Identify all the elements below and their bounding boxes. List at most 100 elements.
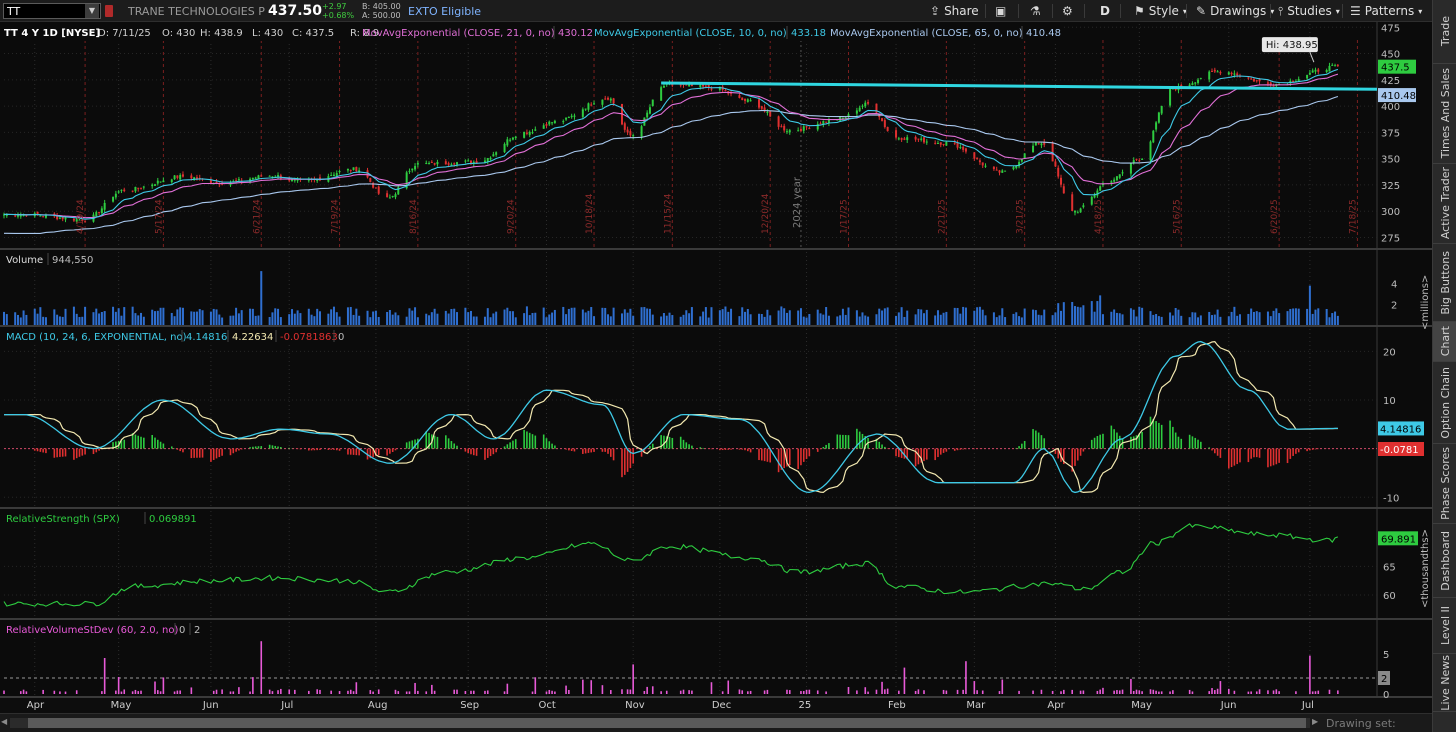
candle (181, 174, 184, 177)
volume-axis-label: 2 (1391, 300, 1397, 311)
macd-axis-label: 10 (1383, 396, 1396, 407)
chart-area[interactable]: Hi: 438.95 437.5 410.48 4.14816 -0.0781 69.… (0, 22, 1432, 713)
macd-histogram-bar (201, 448, 204, 458)
settings-button[interactable]: ⚙ (1062, 3, 1073, 19)
time-axis-label: Apr (1047, 700, 1065, 711)
candle (1317, 69, 1320, 72)
screenshot-button[interactable]: ▣ (995, 3, 1006, 19)
scroll-left-icon[interactable]: ◀ (1, 717, 8, 726)
drawings-button[interactable]: ✎ Drawings ▾ (1196, 3, 1274, 19)
macd-histogram-bar (621, 448, 623, 478)
volume-bar (1213, 314, 1216, 325)
candle (844, 117, 847, 119)
rvsd-bar (249, 691, 251, 694)
volume-bar (1174, 307, 1177, 325)
style-button[interactable]: ⚑ Style ▾ (1134, 3, 1187, 19)
volume-bar (352, 314, 355, 325)
rvsd-bar (1255, 691, 1258, 694)
macd-header (0, 327, 352, 345)
time-scrollbar[interactable]: ◀ ▶ Drawing set: Default (0, 713, 1432, 732)
rvsd-bar (886, 688, 889, 694)
side-tab-live-news[interactable]: Live News (1433, 654, 1456, 712)
hi-pointer (1309, 51, 1315, 63)
macd-histogram-bar (450, 441, 453, 449)
side-tab-trade[interactable]: Trade (1433, 0, 1456, 64)
symbol-dropdown-icon[interactable]: ▼ (85, 4, 99, 18)
chart-grid (0, 22, 1432, 698)
relative-strength-panel[interactable]: 69.891 (3, 523, 1418, 607)
symbol-input[interactable] (3, 3, 101, 19)
volume-bar (218, 314, 221, 325)
volume-bar (609, 316, 612, 325)
macd-histogram-bar (414, 439, 416, 449)
side-tab-active-trader[interactable]: Active Trader (1433, 164, 1456, 244)
rvsd-bar (1158, 691, 1160, 694)
relative-volume-panel[interactable]: 2 (3, 641, 1390, 694)
scroll-right-icon[interactable]: ▶ (1312, 717, 1319, 726)
candle (179, 174, 182, 180)
candle (914, 136, 917, 140)
macd-histogram-bar (123, 439, 126, 449)
candle (173, 175, 176, 180)
volume-bar (1135, 316, 1138, 325)
time-axis-label: Dec (712, 700, 731, 711)
volume-bar (1336, 315, 1339, 325)
side-tab-times-and-sales[interactable]: Times And Sales (1433, 64, 1456, 164)
macd-histogram-bar (198, 448, 201, 458)
symbol-link-icon[interactable] (105, 5, 113, 17)
volume-panel[interactable] (3, 271, 1339, 325)
ohlc-value: D: 7/11/25 (98, 28, 151, 39)
studies-button[interactable]: ⫯ Studies ▾ (1278, 3, 1340, 19)
studies-label: Studies (1287, 4, 1332, 18)
aggregation-button[interactable]: D (1100, 3, 1110, 19)
price-panel[interactable]: Hi: 438.95 437.5 410.48 (3, 37, 1416, 234)
macd-histogram-bar (316, 448, 318, 451)
macd-histogram-bar (95, 448, 98, 453)
volume-bar (173, 316, 176, 325)
macd-histogram-bar (333, 448, 335, 450)
candle (920, 138, 923, 140)
macd-panel[interactable]: 4.14816 -0.0781 (4, 340, 1424, 494)
side-tab-level-ii[interactable]: Level II (1433, 598, 1456, 654)
rvsd-bar (629, 689, 632, 694)
macd-histogram-bar (509, 442, 511, 449)
rvsd-bar (1160, 691, 1163, 694)
macd-histogram-bar (685, 442, 688, 449)
rvsd-bar (372, 691, 374, 694)
flask-button[interactable]: ⚗ (1030, 3, 1041, 19)
exto-eligible-link[interactable]: EXTO Eligible (408, 5, 482, 18)
macd-histogram-bar (786, 448, 788, 467)
candle (1152, 130, 1155, 143)
candle (581, 109, 584, 117)
volume-bar (120, 315, 123, 325)
candle (612, 98, 615, 104)
rvsd-bar (277, 690, 279, 694)
price-change: +2.97 +0.68% (322, 2, 354, 20)
rvsd-bar (1278, 691, 1280, 694)
macd-histogram-bar (349, 448, 352, 455)
volume-bar (1060, 310, 1063, 325)
volume-bar (632, 315, 635, 325)
scroll-thumb[interactable] (28, 718, 1306, 728)
volume-bar (964, 307, 967, 325)
side-tab-phase-scores[interactable]: Phase Scores (1433, 444, 1456, 524)
side-tab-chart[interactable]: Chart (1433, 322, 1456, 362)
macd-histogram-bar (405, 442, 408, 449)
side-tab-dashboard[interactable]: Dashboard (1433, 524, 1456, 598)
volume-bar (604, 307, 607, 325)
share-button[interactable]: ⇪ Share (930, 3, 979, 19)
patterns-button[interactable]: ☰ Patterns ▾ (1350, 3, 1422, 19)
macd-histogram-bar (151, 434, 154, 449)
rvsd-bar (749, 690, 752, 694)
macd-histogram-bar (1292, 448, 1294, 456)
rvsd-bar (1040, 689, 1043, 694)
rvsd-bar (319, 689, 321, 694)
side-tab-option-chain[interactable]: Option Chain (1433, 362, 1456, 444)
study-value: 410.48 (1026, 28, 1061, 39)
volume-bar (1012, 313, 1015, 325)
macd-histogram-bar (137, 435, 140, 449)
side-tab-big-buttons[interactable]: Big Buttons (1433, 244, 1456, 322)
volume-bar (288, 314, 291, 325)
macd-histogram-bar (1267, 448, 1269, 468)
price-axis-label: 275 (1381, 233, 1400, 244)
